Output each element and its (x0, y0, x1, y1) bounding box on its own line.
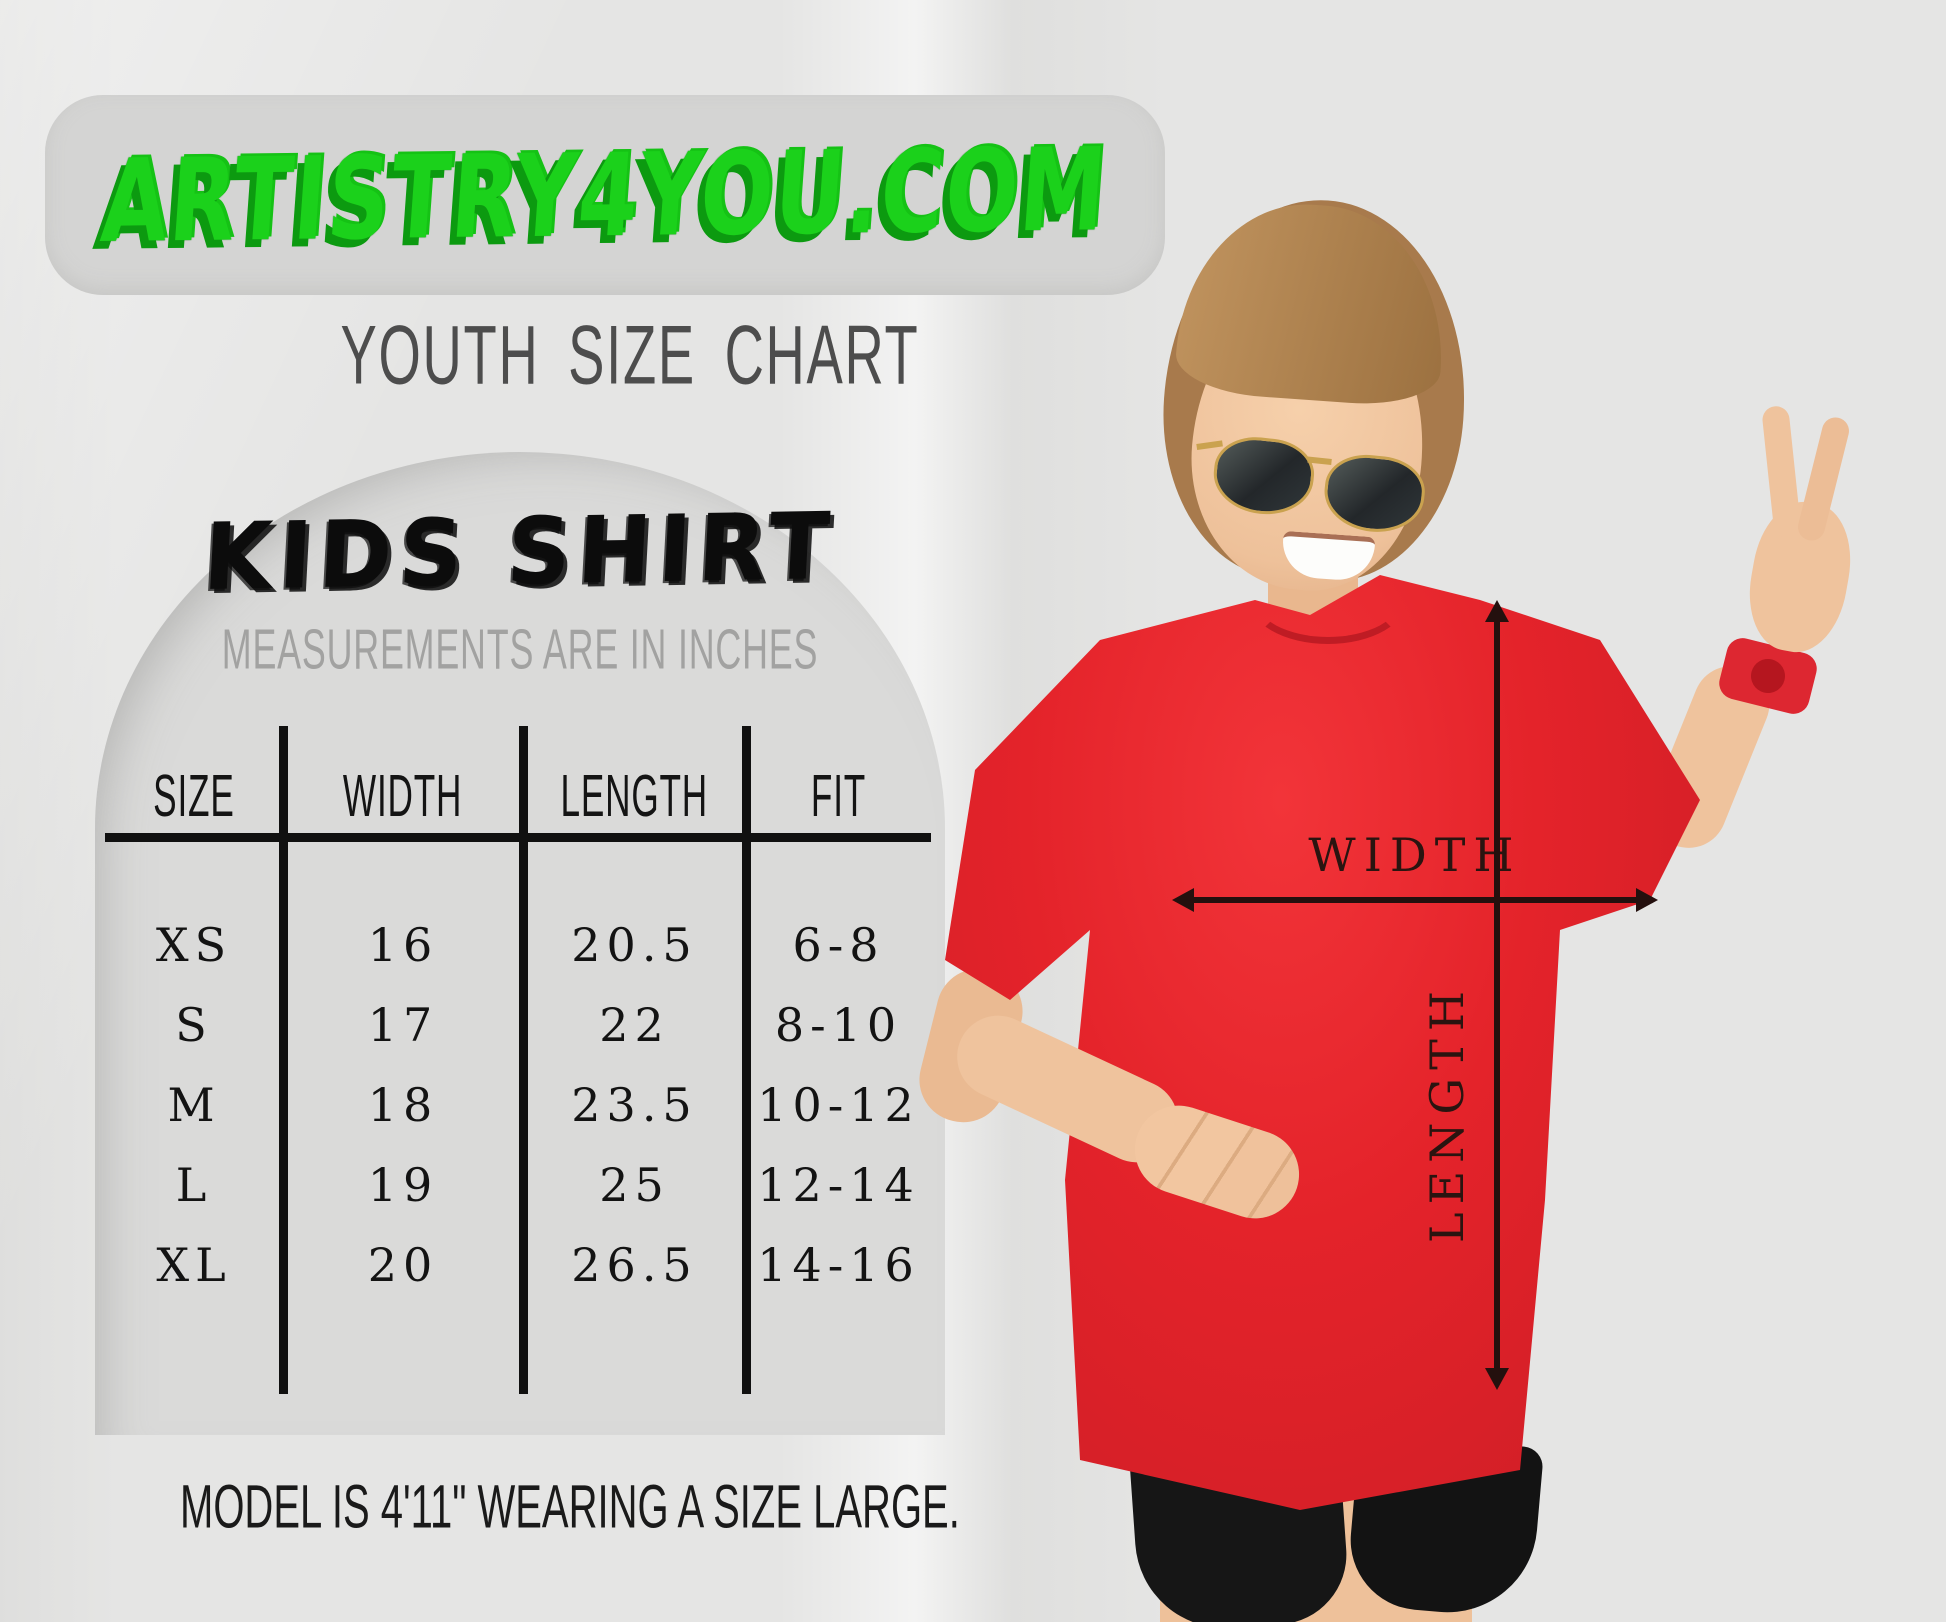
panel-title: KIDS SHIRT (201, 491, 839, 612)
cell-xl-length: 26.5 (571, 1238, 698, 1292)
watch-dial (1747, 655, 1789, 697)
cell-m-fit: 10-12 (757, 1078, 920, 1132)
cell-xl-width: 20 (367, 1238, 439, 1292)
site-logo: ARTISTRY4YOU.COM (97, 122, 1113, 268)
cell-l-length: 25 (599, 1158, 670, 1212)
cell-s-fit: 8-10 (774, 998, 903, 1052)
cell-xs-size: XS (155, 918, 233, 972)
table-divider-3 (742, 726, 751, 1394)
cell-s-length: 22 (599, 998, 670, 1052)
cell-l-fit: 12-14 (757, 1158, 920, 1212)
cell-xl-fit: 14-16 (757, 1238, 920, 1292)
column-header-length: LENGTH (560, 763, 709, 830)
cell-l-size: L (175, 1158, 213, 1212)
table-divider-1 (279, 726, 288, 1394)
sunglasses-lens-left (1209, 432, 1318, 520)
cell-xs-width: 16 (367, 918, 439, 972)
width-arrow (1172, 888, 1658, 912)
arrowhead-up-icon (1485, 600, 1509, 622)
size-table-body: XS 16 20.5 6-8 S 17 22 8-10 M 18 23.5 10-12 L 19 25 12-… (105, 905, 931, 1305)
arrowhead-right-icon (1636, 888, 1658, 912)
cell-xs-length: 20.5 (571, 918, 698, 972)
panel-subtitle: MEASUREMENTS ARE IN INCHES (221, 617, 819, 681)
length-arrow (1485, 600, 1509, 1390)
column-header-width: WIDTH (343, 763, 463, 830)
column-header-size: SIZE (153, 763, 235, 830)
collar-shape (1248, 552, 1408, 644)
arrowhead-down-icon (1485, 1368, 1509, 1390)
cell-xs-fit: 6-8 (792, 918, 885, 972)
length-arrow-label: LENGTH (1420, 983, 1475, 1243)
length-arrow-label-box: LENGTH (1412, 928, 1482, 1298)
column-header-fit: FIT (810, 763, 867, 830)
footnote: MODEL IS 4'11" WEARING A SIZE LARGE. (180, 1472, 960, 1542)
page-title: YOUTH SIZE CHART (340, 308, 920, 402)
cell-m-width: 18 (367, 1078, 439, 1132)
cell-m-size: M (167, 1078, 221, 1132)
logo-badge: ARTISTRY4YOU.COM (45, 95, 1165, 295)
table-header-underline (105, 833, 931, 842)
width-arrow-label: WIDTH (1308, 828, 1522, 882)
arrowhead-left-icon (1172, 888, 1194, 912)
cell-xl-size: XL (156, 1238, 232, 1292)
sunglasses-lens-right (1320, 450, 1429, 537)
size-table-header-row: SIZE WIDTH LENGTH FIT (105, 740, 931, 830)
cell-m-length: 23.5 (571, 1078, 698, 1132)
table-divider-2 (519, 726, 528, 1394)
cell-l-width: 19 (367, 1158, 439, 1212)
cell-s-size: S (175, 998, 213, 1052)
cell-s-width: 17 (367, 998, 439, 1052)
